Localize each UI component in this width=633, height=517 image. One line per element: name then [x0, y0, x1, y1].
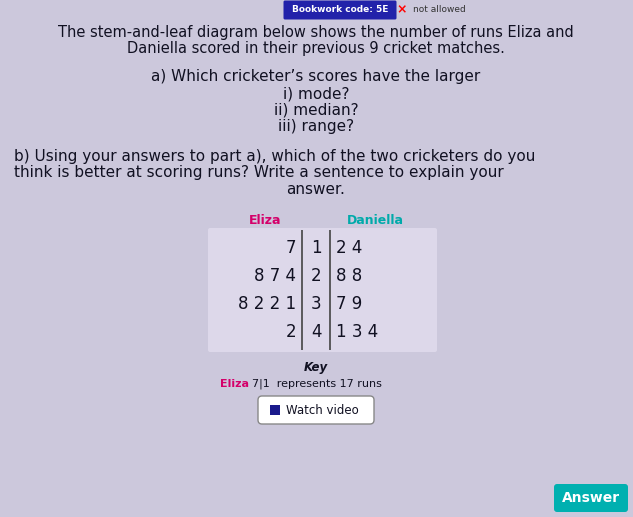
Text: ii) median?: ii) median?: [273, 102, 358, 117]
Text: 4: 4: [311, 323, 322, 341]
Text: The stem-and-leaf diagram below shows the number of runs Eliza and: The stem-and-leaf diagram below shows th…: [58, 24, 574, 39]
Text: Eliza: Eliza: [220, 379, 249, 389]
Text: Answer: Answer: [562, 491, 620, 505]
Text: 3: 3: [311, 295, 322, 313]
Text: 7: 7: [285, 239, 296, 257]
Text: a) Which cricketer’s scores have the larger: a) Which cricketer’s scores have the lar…: [151, 68, 480, 84]
FancyBboxPatch shape: [258, 396, 374, 424]
Text: Bookwork code: 5E: Bookwork code: 5E: [292, 6, 388, 14]
Text: 8 2 2 1: 8 2 2 1: [238, 295, 296, 313]
FancyBboxPatch shape: [208, 228, 437, 352]
Text: 1: 1: [311, 239, 322, 257]
Text: Daniella: Daniella: [346, 214, 403, 226]
Text: answer.: answer.: [287, 183, 346, 197]
Text: b) Using your answers to part a), which of the two cricketers do you: b) Using your answers to part a), which …: [14, 148, 536, 163]
Text: ⨯: ⨯: [397, 4, 407, 17]
Text: i) mode?: i) mode?: [283, 86, 349, 101]
FancyBboxPatch shape: [270, 405, 280, 415]
Text: not allowed: not allowed: [413, 6, 466, 14]
Text: Eliza: Eliza: [249, 214, 281, 226]
Text: 2 4: 2 4: [336, 239, 362, 257]
Text: 8 7 4: 8 7 4: [254, 267, 296, 285]
Text: Key: Key: [304, 361, 328, 374]
Text: iii) range?: iii) range?: [278, 118, 354, 133]
FancyBboxPatch shape: [554, 484, 628, 512]
Text: 2: 2: [285, 323, 296, 341]
Text: 8 8: 8 8: [336, 267, 362, 285]
Text: Daniella scored in their previous 9 cricket matches.: Daniella scored in their previous 9 cric…: [127, 40, 505, 55]
Text: Watch video: Watch video: [286, 403, 359, 417]
Text: 7|1  represents 17 runs: 7|1 represents 17 runs: [252, 379, 382, 389]
Text: think is better at scoring runs? Write a sentence to explain your: think is better at scoring runs? Write a…: [14, 165, 504, 180]
Text: 1 3 4: 1 3 4: [336, 323, 379, 341]
FancyBboxPatch shape: [284, 1, 396, 20]
Text: 7 9: 7 9: [336, 295, 362, 313]
Text: 2: 2: [311, 267, 322, 285]
